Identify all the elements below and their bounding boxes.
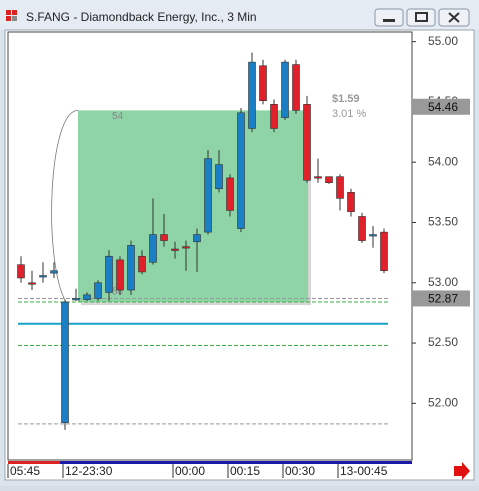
x-tick-label: 13-00:45	[340, 464, 388, 478]
candle-body	[347, 192, 355, 212]
candle-body	[193, 234, 201, 243]
candle-body	[94, 282, 102, 299]
price-label: 52.87	[428, 292, 458, 306]
minimize-button[interactable]	[374, 8, 404, 27]
y-tick-label: 53.50	[428, 215, 458, 229]
candle-body	[270, 104, 278, 129]
change-label: $1.59	[332, 93, 360, 105]
candle-body	[28, 282, 36, 285]
candle-body	[105, 255, 113, 293]
candle-body	[39, 275, 47, 278]
session-bar-prior	[8, 461, 60, 464]
candle-body	[226, 177, 234, 211]
candle-body	[215, 164, 223, 190]
window-buttons[interactable]	[374, 8, 470, 27]
candle-body	[358, 216, 366, 241]
x-tick-label: 12-23:30	[65, 464, 113, 478]
x-tick-label: 00:30	[285, 464, 315, 478]
session-bar-current	[60, 461, 412, 464]
x-tick-label: 00:15	[230, 464, 260, 478]
close-icon	[448, 12, 460, 23]
scroll-arrow[interactable]	[454, 462, 470, 480]
window-title: S.FANG - Diamondback Energy, Inc., 3 Min	[26, 10, 257, 24]
x-tick-label: 00:00	[175, 464, 205, 478]
y-tick-label: 52.50	[428, 335, 458, 349]
candle-body	[336, 176, 344, 199]
candle-body	[50, 270, 58, 274]
candle-body	[160, 234, 168, 241]
candle-body	[127, 245, 135, 291]
box-bottom-label: 56	[112, 287, 124, 298]
plot: 54 56 05:45 12-23:30 00:00 00:15 00:30 13-00:45…	[7, 34, 470, 478]
candle-body	[314, 176, 322, 179]
candle-body	[72, 298, 80, 301]
x-tick-label: 05:45	[10, 464, 40, 478]
price-label-box	[412, 98, 470, 115]
percent-label: 3.01 %	[332, 108, 366, 120]
maximize-icon	[415, 12, 428, 22]
candle-body	[17, 264, 25, 279]
y-tick-label: 54.00	[428, 154, 458, 168]
candle-body	[204, 158, 212, 233]
candle-body	[149, 234, 157, 263]
candle-body	[325, 176, 333, 184]
candle-body	[182, 246, 190, 249]
box-top-label: 54	[112, 111, 124, 122]
price-label-box	[412, 290, 470, 307]
y-tick-label: 53.00	[428, 275, 458, 289]
minimize-icon	[383, 19, 395, 22]
y-tick-label: 55.00	[428, 34, 458, 48]
candle-body	[369, 234, 377, 237]
app-icon	[6, 10, 17, 21]
price-label: 54.46	[428, 100, 458, 114]
candle-body	[237, 112, 245, 229]
candle-body	[292, 64, 300, 111]
candle-body	[171, 248, 179, 251]
candle-body	[61, 301, 69, 423]
candle-body	[303, 104, 311, 181]
y-tick-label: 52.00	[428, 396, 458, 410]
candle-body	[83, 294, 91, 300]
candle-body	[281, 61, 289, 118]
candle-body	[380, 231, 388, 272]
candle-body	[138, 255, 146, 273]
box-curve	[51, 109, 79, 303]
candle-body	[259, 65, 267, 102]
candle-body	[248, 61, 256, 129]
maximize-button[interactable]	[406, 8, 436, 27]
candle-body	[116, 259, 124, 291]
